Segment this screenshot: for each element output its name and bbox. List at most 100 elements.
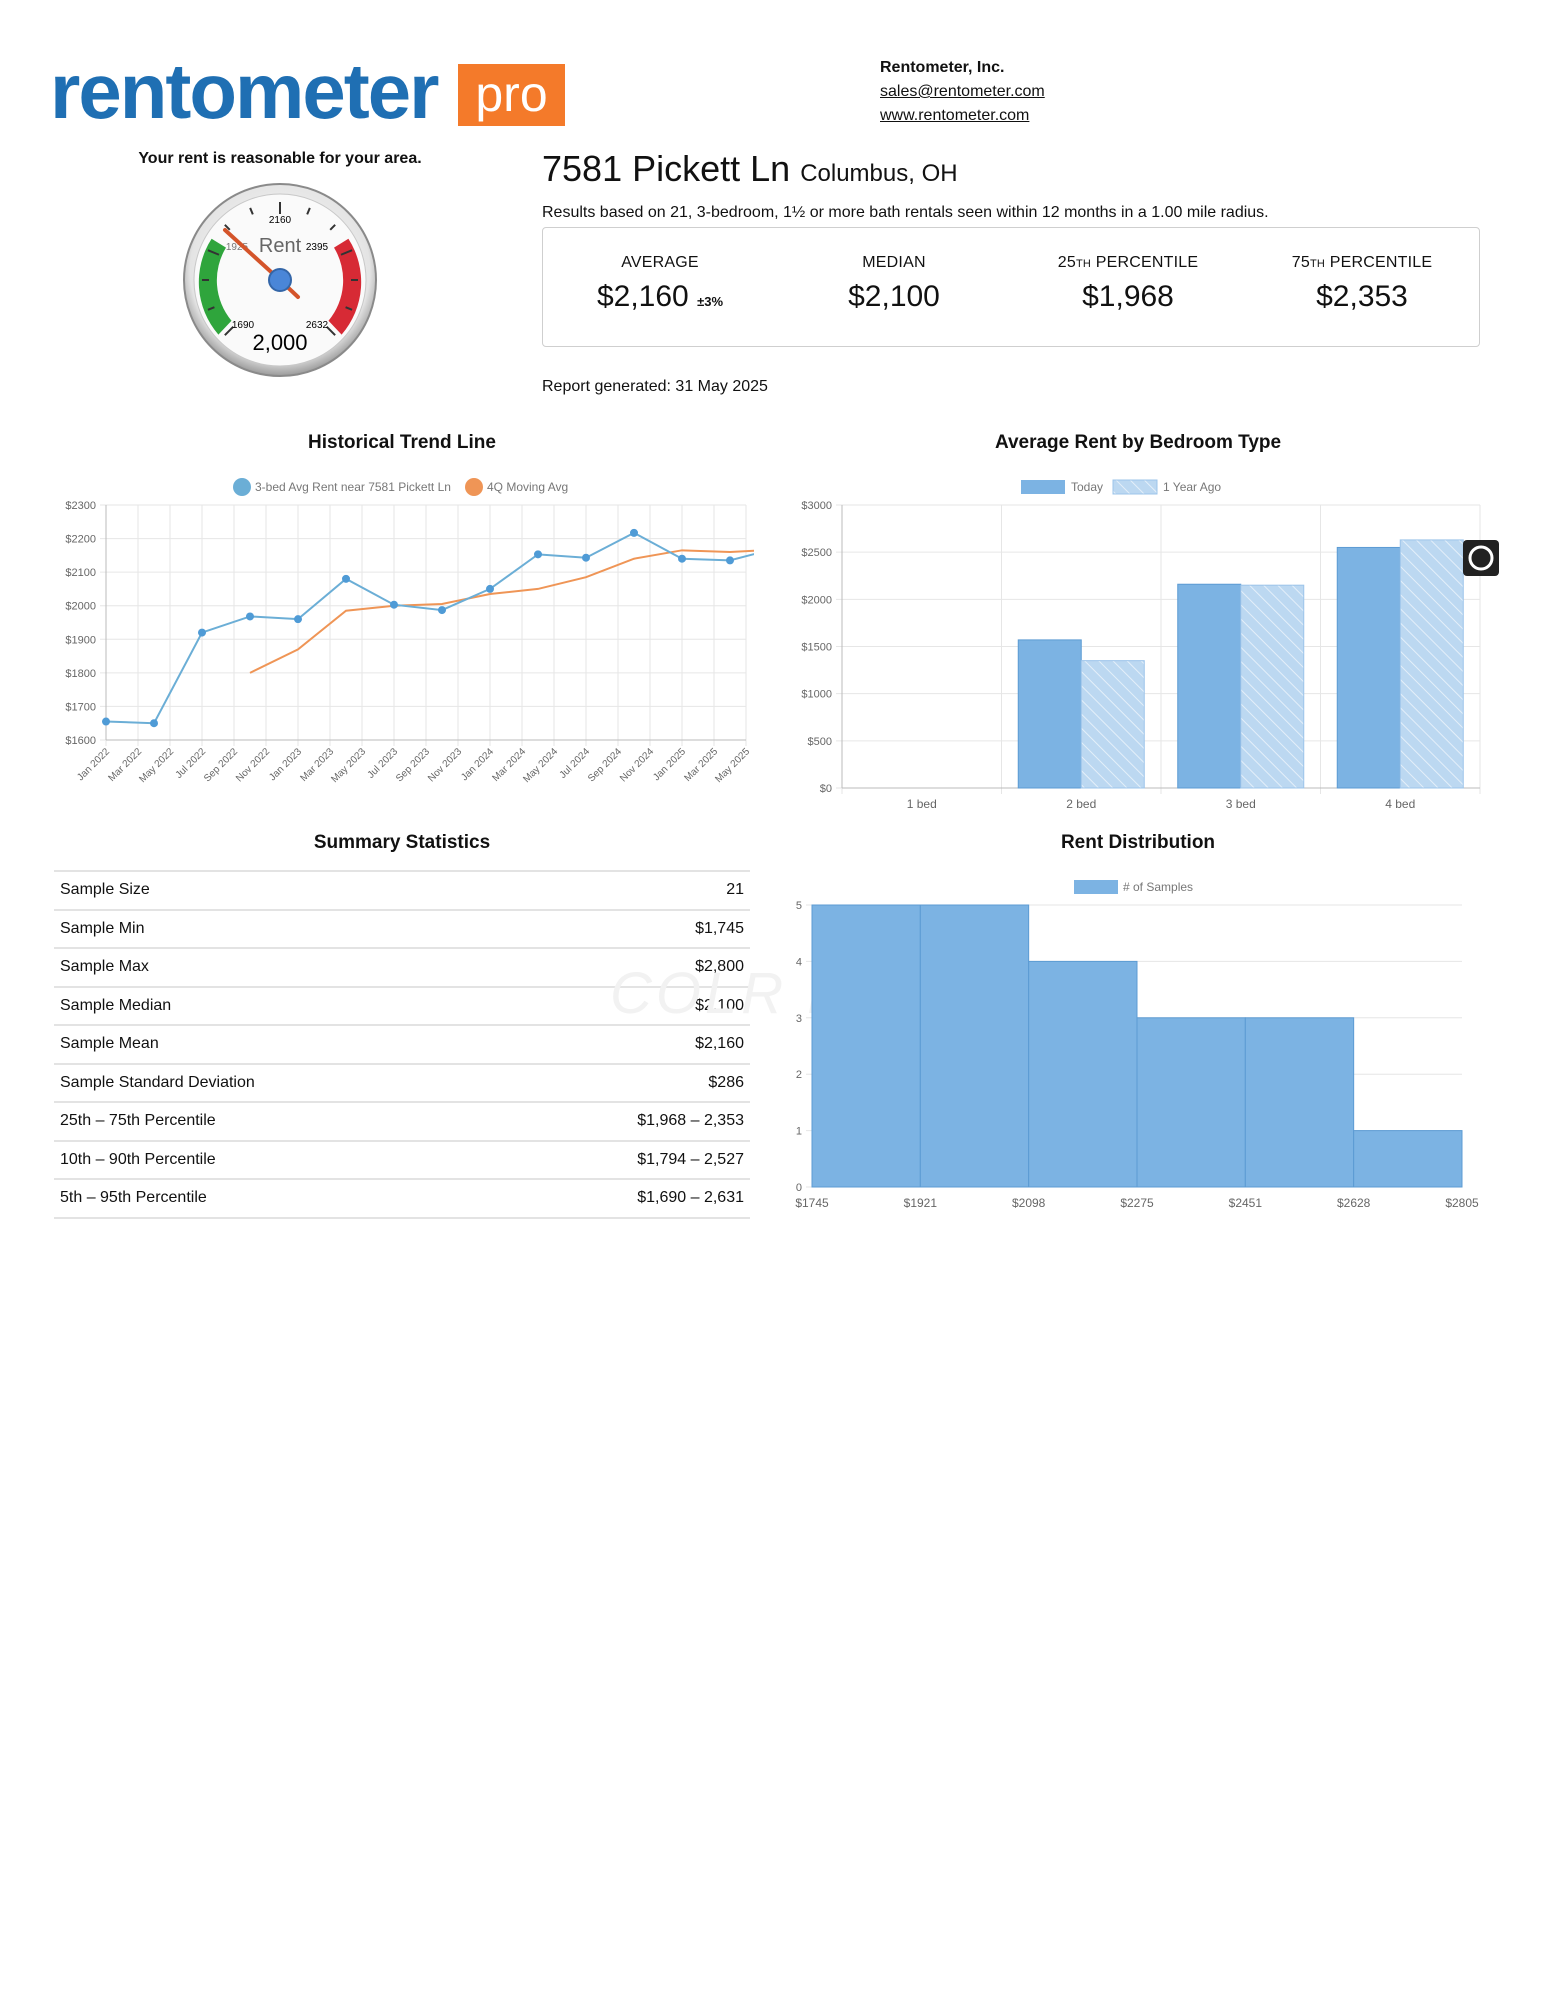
- dist-ytick: 5: [796, 900, 802, 912]
- summary-label: 10th – 90th Percentile: [54, 1139, 497, 1179]
- summary-value: $1,745: [496, 908, 750, 948]
- dist-xtick: $1921: [904, 1196, 938, 1210]
- dist-xtick: $2275: [1120, 1196, 1154, 1210]
- gauge-tick-mark: [224, 224, 231, 231]
- bed-xtick: 4 bed: [1385, 797, 1415, 811]
- gauge-tick-top: 2160: [269, 215, 292, 226]
- report-generated: Report generated: 31 May 2025: [542, 378, 768, 395]
- trend-ytick: $1600: [65, 735, 96, 747]
- gauge-word: Rent: [259, 235, 302, 257]
- stat-average-label: AVERAGE: [621, 254, 699, 271]
- legend-label-samples: # of Samples: [1123, 880, 1193, 894]
- rent-verdict: Your rent is reasonable for your area.: [138, 150, 422, 167]
- trend-xtick: May 2025: [713, 746, 752, 785]
- legend-label-year-ago: 1 Year Ago: [1163, 480, 1221, 494]
- legend-swatch-today: [1021, 480, 1065, 494]
- company-info: Rentometer, Inc. sales@rentometer.com ww…: [880, 56, 1045, 128]
- stat-25th-value: $1,968: [1082, 280, 1174, 313]
- summary-row: 5th – 95th Percentile $1,690 – 2,631: [54, 1178, 750, 1219]
- trend-chart: $1600 $1700 $1800 $1900 $2000 $2100 $2200 $2300…: [65, 478, 754, 785]
- summary-label: Sample Mean: [54, 1024, 497, 1064]
- gauge-needle: [223, 228, 282, 282]
- avg-rent-point: [726, 556, 734, 565]
- summary-value: $1,690 – 2,631: [496, 1178, 750, 1219]
- gauge-tick-upper-right: 2395: [306, 242, 329, 253]
- stat-75th-label: 75TH PERCENTILE: [1291, 254, 1433, 271]
- avg-rent-point: [342, 574, 350, 583]
- gauge-red-arc: [328, 238, 362, 335]
- stat-average-value: $2,160: [596, 280, 689, 313]
- company-name: Rentometer, Inc.: [880, 59, 1005, 76]
- histogram-bar: [1353, 1130, 1463, 1188]
- stat-25th-label: 25TH PERCENTILE: [1057, 254, 1199, 271]
- stat-median: MEDIAN $2,100: [777, 254, 1011, 314]
- company-email-link[interactable]: sales@rentometer.com: [880, 83, 1045, 100]
- histogram-bar: [919, 904, 1030, 1188]
- summary-value: $2,160: [496, 1024, 750, 1064]
- trend-xtick: Nov 2023: [426, 746, 464, 784]
- summary-row: Sample Median $2,100: [54, 985, 750, 1025]
- summary-label: Sample Median: [54, 985, 497, 1025]
- gauge-tick-mark: [207, 306, 215, 311]
- gauge-tick-mark: [329, 224, 336, 231]
- dist-xtick: $2628: [1337, 1196, 1371, 1210]
- bed-ytick: $3000: [801, 500, 832, 512]
- results-basis: Results based on 21, 3-bedroom, 1½ or mo…: [542, 204, 1269, 221]
- trend-ytick: $2300: [65, 500, 96, 512]
- legend-swatch-moving-avg: [465, 478, 483, 496]
- bed-xtick: 2 bed: [1066, 797, 1096, 811]
- circle-overlay-icon[interactable]: [1463, 540, 1499, 576]
- histogram-bar: [1028, 960, 1138, 1188]
- summary-row: Sample Mean $2,160: [54, 1024, 750, 1064]
- trend-xtick: Sep 2024: [586, 746, 624, 784]
- legend-swatch-samples: [1074, 880, 1118, 894]
- summary-value: $2,800: [496, 947, 750, 987]
- avg-rent-point: [198, 628, 206, 637]
- dist-ytick: 3: [796, 1013, 802, 1025]
- trend-xtick: May 2023: [329, 746, 368, 785]
- stat-average-margin: ±3%: [697, 294, 724, 309]
- bed-ytick: $1000: [801, 689, 832, 701]
- summary-value: 21: [496, 870, 750, 910]
- company-website-link[interactable]: www.rentometer.com: [880, 107, 1030, 124]
- distribution-chart: 0 1 2 3 4 5 $1745 $1921 $2098 $2275 $2451 $2628 $280…: [795, 880, 1479, 1210]
- histogram-bar: [1136, 1017, 1246, 1188]
- summary-row: Sample Size 21: [54, 870, 750, 910]
- avg-rent-point: [534, 550, 542, 559]
- bar-year-ago: [1240, 584, 1305, 789]
- gauge-value: 2,000: [252, 330, 307, 355]
- legend-swatch-year-ago: [1112, 479, 1158, 495]
- avg-rent-point: [150, 719, 158, 728]
- avg-rent-point: [102, 717, 110, 726]
- avg-rent-point: [630, 528, 638, 537]
- gauge-hub: [268, 268, 292, 292]
- legend-label-today: Today: [1071, 480, 1103, 494]
- trend-xtick: Sep 2022: [202, 746, 240, 784]
- trend-xtick: Sep 2023: [394, 746, 432, 784]
- trend-ytick: $1800: [65, 668, 96, 680]
- stat-75th: 75TH PERCENTILE $2,353: [1245, 254, 1479, 314]
- dist-xtick: $2451: [1229, 1196, 1263, 1210]
- summary-value: $1,968 – 2,353: [496, 1101, 750, 1141]
- summary-table: Sample Size 21 Sample Min $1,745 Sample Max $…: [54, 870, 750, 1219]
- summary-value: $1,794 – 2,527: [496, 1139, 750, 1179]
- trend-ytick: $2100: [65, 567, 96, 579]
- avg-rent-point: [246, 612, 254, 621]
- summary-label: Sample Max: [54, 947, 497, 987]
- distribution-title: Rent Distribution: [1060, 832, 1216, 853]
- trend-xtick: Nov 2024: [618, 746, 656, 784]
- trend-ytick: $1700: [65, 701, 96, 713]
- gauge-tick-mark: [249, 207, 254, 215]
- histogram-bar: [1244, 1017, 1355, 1188]
- summary-value: $286: [496, 1062, 750, 1102]
- trend-ytick: $2200: [65, 534, 96, 546]
- bar-today: [1177, 583, 1242, 789]
- bed-ytick: $2500: [801, 547, 832, 559]
- avg-rent-point: [294, 615, 302, 624]
- dist-xtick: $1745: [795, 1196, 829, 1210]
- histogram-bar: [811, 904, 921, 1188]
- bed-xtick: 3 bed: [1226, 797, 1256, 811]
- gauge-tick-mark: [345, 306, 353, 311]
- legend-label-moving-avg: 4Q Moving Avg: [487, 480, 568, 494]
- dist-ytick: 0: [796, 1182, 802, 1194]
